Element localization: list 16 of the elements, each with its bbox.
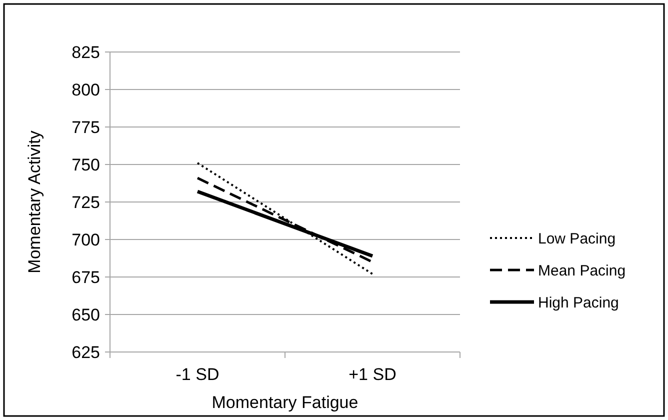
y-tick-label: 675 bbox=[72, 268, 100, 287]
legend-label: Low Pacing bbox=[538, 230, 616, 248]
x-tick-label: -1 SD bbox=[176, 365, 220, 384]
legend-label: Mean Pacing bbox=[538, 262, 626, 280]
x-axis-title: Momentary Fatigue bbox=[212, 393, 358, 412]
y-tick-label: 650 bbox=[72, 305, 100, 324]
x-tick-label: +1 SD bbox=[348, 365, 396, 384]
y-tick-label: 800 bbox=[72, 80, 100, 100]
y-tick-label: 825 bbox=[72, 42, 100, 62]
legend-label: High Pacing bbox=[538, 294, 619, 312]
y-tick-label: 750 bbox=[72, 155, 100, 174]
y-tick-label: 725 bbox=[72, 192, 100, 212]
y-tick-label: 625 bbox=[72, 342, 100, 362]
y-tick-label: 700 bbox=[72, 230, 100, 250]
y-tick-label: 775 bbox=[72, 118, 100, 137]
y-axis-title: Momentary Activity bbox=[25, 130, 44, 274]
